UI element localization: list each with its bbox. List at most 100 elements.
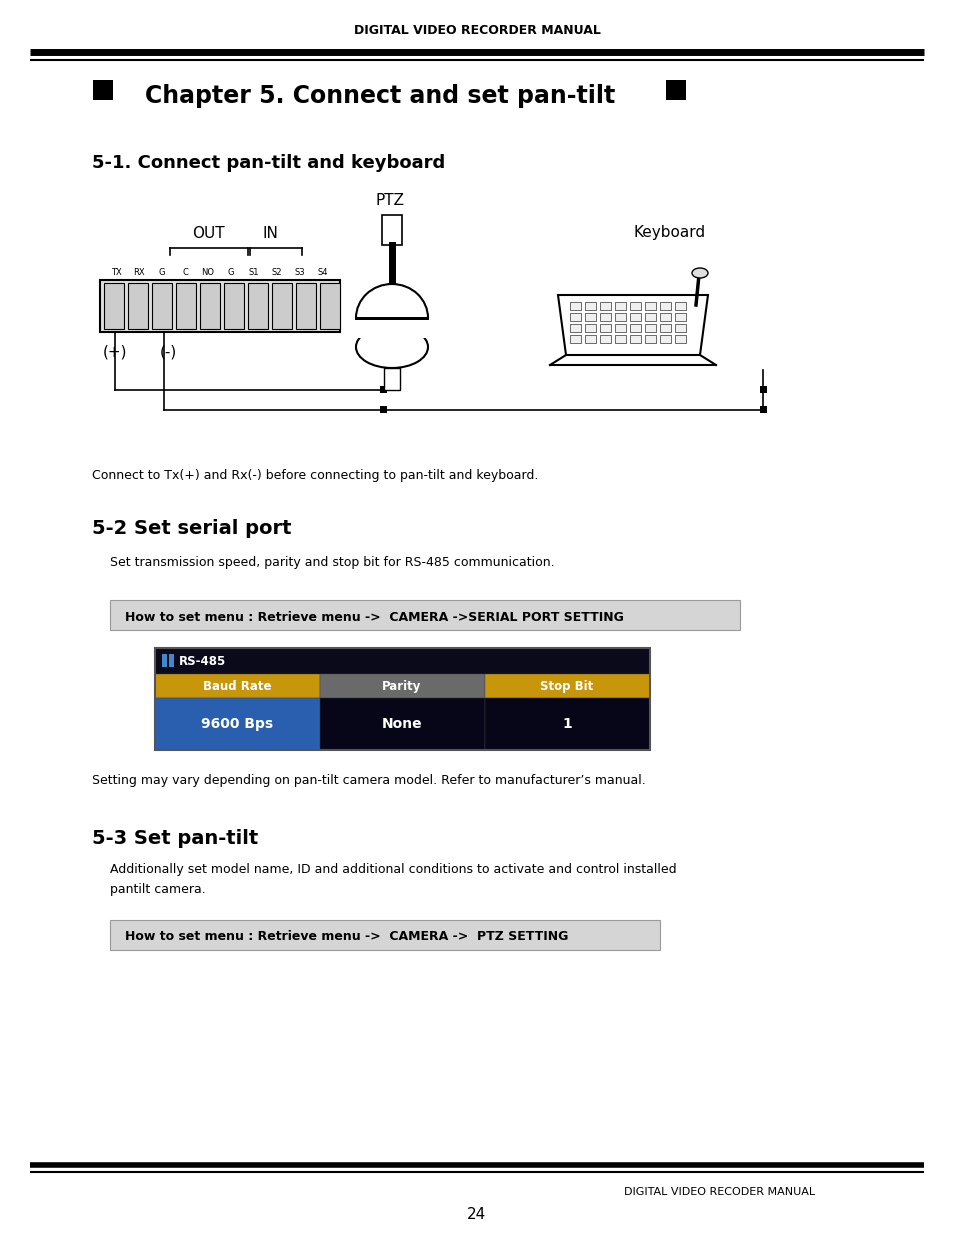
- Bar: [674, 88, 677, 91]
- Bar: [675, 335, 685, 343]
- Text: C: C: [182, 268, 188, 277]
- Bar: [154, 698, 319, 750]
- Bar: [93, 88, 96, 91]
- Bar: [665, 84, 669, 88]
- Bar: [665, 80, 669, 84]
- Bar: [599, 303, 610, 310]
- Bar: [152, 283, 172, 329]
- Text: DIGITAL VIDEO RECODER MANUAL: DIGITAL VIDEO RECODER MANUAL: [624, 1187, 815, 1197]
- Bar: [629, 335, 640, 343]
- Bar: [644, 335, 656, 343]
- Bar: [675, 303, 685, 310]
- Bar: [379, 406, 387, 412]
- Bar: [295, 283, 315, 329]
- Bar: [154, 648, 649, 750]
- Bar: [584, 335, 596, 343]
- Bar: [678, 88, 681, 91]
- Bar: [319, 698, 484, 750]
- Text: Setting may vary depending on pan-tilt camera model. Refer to manufacturer’s man: Setting may vary depending on pan-tilt c…: [91, 773, 645, 787]
- Bar: [678, 84, 681, 88]
- Bar: [162, 655, 167, 667]
- Text: (-): (-): [159, 345, 176, 359]
- Bar: [105, 88, 109, 91]
- Bar: [110, 84, 112, 88]
- Text: G: G: [228, 268, 234, 277]
- Text: 5-3 Set pan-tilt: 5-3 Set pan-tilt: [91, 829, 258, 847]
- Bar: [569, 324, 580, 332]
- Bar: [484, 674, 649, 698]
- Text: Connect to Tx(+) and Rx(-) before connecting to pan-tilt and keyboard.: Connect to Tx(+) and Rx(-) before connec…: [91, 468, 537, 482]
- Text: Additionally set model name, ID and additional conditions to activate and contro: Additionally set model name, ID and addi…: [110, 863, 676, 877]
- Bar: [674, 96, 677, 100]
- Bar: [681, 80, 685, 84]
- Bar: [681, 96, 685, 100]
- Bar: [169, 655, 173, 667]
- Ellipse shape: [691, 268, 707, 278]
- Bar: [569, 335, 580, 343]
- Text: S3: S3: [294, 268, 305, 277]
- Bar: [670, 88, 673, 91]
- Bar: [670, 84, 673, 88]
- Ellipse shape: [355, 326, 428, 368]
- Bar: [110, 80, 112, 84]
- Bar: [101, 96, 105, 100]
- Bar: [674, 84, 677, 88]
- Bar: [272, 283, 292, 329]
- Bar: [110, 93, 112, 95]
- Bar: [569, 303, 580, 310]
- Bar: [484, 698, 649, 750]
- Bar: [674, 93, 677, 95]
- Bar: [678, 93, 681, 95]
- Text: How to set menu : Retrieve menu ->  CAMERA ->  PTZ SETTING: How to set menu : Retrieve menu -> CAMER…: [125, 930, 568, 944]
- Text: PTZ: PTZ: [375, 193, 404, 207]
- Bar: [355, 317, 429, 333]
- Bar: [97, 88, 101, 91]
- Text: TX: TX: [111, 268, 121, 277]
- Bar: [599, 312, 610, 321]
- Bar: [97, 96, 101, 100]
- Bar: [175, 283, 195, 329]
- Bar: [659, 303, 670, 310]
- Bar: [110, 88, 112, 91]
- Text: 5-2 Set serial port: 5-2 Set serial port: [91, 519, 292, 537]
- Bar: [644, 312, 656, 321]
- Bar: [128, 283, 148, 329]
- Bar: [248, 283, 268, 329]
- Text: pantilt camera.: pantilt camera.: [110, 883, 206, 897]
- Text: Parity: Parity: [382, 679, 421, 693]
- Bar: [105, 84, 109, 88]
- Bar: [665, 88, 669, 91]
- Text: RS-485: RS-485: [179, 655, 226, 667]
- Bar: [644, 303, 656, 310]
- Bar: [599, 324, 610, 332]
- Bar: [101, 84, 105, 88]
- Text: Stop Bit: Stop Bit: [539, 679, 593, 693]
- Bar: [97, 93, 101, 95]
- Bar: [665, 93, 669, 95]
- Bar: [154, 674, 319, 698]
- Text: S2: S2: [272, 268, 282, 277]
- Bar: [319, 674, 484, 698]
- Bar: [615, 303, 625, 310]
- Bar: [629, 303, 640, 310]
- Bar: [105, 80, 109, 84]
- Text: S4: S4: [317, 268, 328, 277]
- Bar: [93, 84, 96, 88]
- Bar: [629, 312, 640, 321]
- Bar: [154, 648, 649, 674]
- Text: Set transmission speed, parity and stop bit for RS-485 communication.: Set transmission speed, parity and stop …: [110, 556, 554, 568]
- Text: (+): (+): [103, 345, 127, 359]
- Bar: [599, 335, 610, 343]
- Text: 9600 Bps: 9600 Bps: [201, 718, 273, 731]
- Text: RX: RX: [133, 268, 145, 277]
- Bar: [670, 96, 673, 100]
- Bar: [659, 312, 670, 321]
- Bar: [200, 283, 220, 329]
- Text: 1: 1: [561, 718, 571, 731]
- Bar: [101, 93, 105, 95]
- Bar: [97, 84, 101, 88]
- Bar: [615, 335, 625, 343]
- Bar: [644, 324, 656, 332]
- Bar: [93, 93, 96, 95]
- Bar: [319, 283, 339, 329]
